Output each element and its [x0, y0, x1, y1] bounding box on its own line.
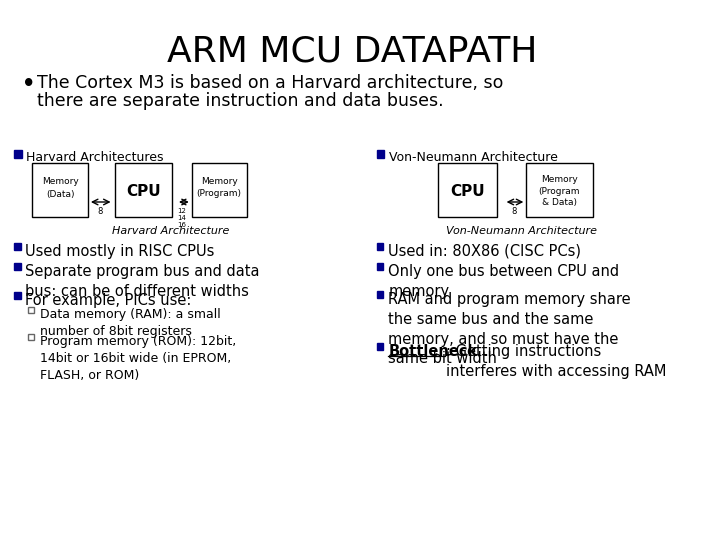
- Bar: [14, 263, 21, 270]
- FancyBboxPatch shape: [115, 163, 172, 217]
- Bar: [377, 263, 384, 270]
- Text: (Data): (Data): [46, 190, 75, 199]
- Bar: [377, 291, 384, 298]
- Text: there are separate instruction and data buses.: there are separate instruction and data …: [37, 92, 444, 110]
- Text: Memory: Memory: [541, 176, 578, 185]
- Bar: [14, 292, 21, 299]
- Text: Von-Neumann Architecture: Von-Neumann Architecture: [446, 226, 597, 236]
- Text: Memory: Memory: [42, 178, 79, 186]
- Text: 12
14
16: 12 14 16: [177, 208, 186, 228]
- Text: Data memory (RAM): a small
number of 8bit registers: Data memory (RAM): a small number of 8bi…: [40, 308, 221, 338]
- Text: Program memory (ROM): 12bit,
14bit or 16bit wide (in EPROM,
FLASH, or ROM): Program memory (ROM): 12bit, 14bit or 16…: [40, 335, 236, 382]
- Bar: [14, 150, 22, 158]
- Text: Harvard Architectures: Harvard Architectures: [27, 151, 164, 164]
- Text: Von-Neumann Architecture: Von-Neumann Architecture: [390, 151, 558, 164]
- FancyBboxPatch shape: [438, 163, 497, 217]
- Text: Only one bus between CPU and
memory: Only one bus between CPU and memory: [388, 264, 619, 299]
- Text: : Getting instructions
interferes with accessing RAM: : Getting instructions interferes with a…: [446, 344, 667, 379]
- Text: Used in: 80X86 (CISC PCs): Used in: 80X86 (CISC PCs): [388, 244, 581, 259]
- Text: (Program): (Program): [197, 190, 242, 199]
- Text: 8: 8: [97, 206, 102, 215]
- Text: ARM MCU DATAPATH: ARM MCU DATAPATH: [167, 35, 537, 69]
- Text: For example, PICs use:: For example, PICs use:: [25, 293, 192, 308]
- Text: (Program: (Program: [539, 186, 580, 195]
- Bar: [14, 243, 21, 250]
- Text: CPU: CPU: [450, 185, 485, 199]
- Bar: [377, 343, 384, 350]
- Text: The Cortex M3 is based on a Harvard architecture, so: The Cortex M3 is based on a Harvard arch…: [37, 74, 503, 92]
- FancyBboxPatch shape: [526, 163, 593, 217]
- Text: Memory: Memory: [201, 178, 238, 186]
- Text: RAM and program memory share
the same bus and the same
memory, and so must have : RAM and program memory share the same bu…: [388, 292, 631, 367]
- Text: CPU: CPU: [127, 185, 161, 199]
- Bar: [377, 150, 384, 158]
- Bar: [377, 243, 384, 250]
- Bar: [28, 307, 35, 313]
- Text: Bottleneck: Bottleneck: [388, 344, 477, 359]
- Text: Separate program bus and data
bus: can be of different widths: Separate program bus and data bus: can b…: [25, 264, 260, 299]
- FancyBboxPatch shape: [192, 163, 248, 217]
- Text: & Data): & Data): [542, 198, 577, 206]
- Text: Harvard Architecture: Harvard Architecture: [112, 226, 230, 236]
- Text: Used mostly in RISC CPUs: Used mostly in RISC CPUs: [25, 244, 215, 259]
- FancyBboxPatch shape: [32, 163, 88, 217]
- Text: 8: 8: [512, 206, 517, 215]
- Text: •: •: [22, 74, 35, 94]
- Bar: [28, 334, 35, 340]
